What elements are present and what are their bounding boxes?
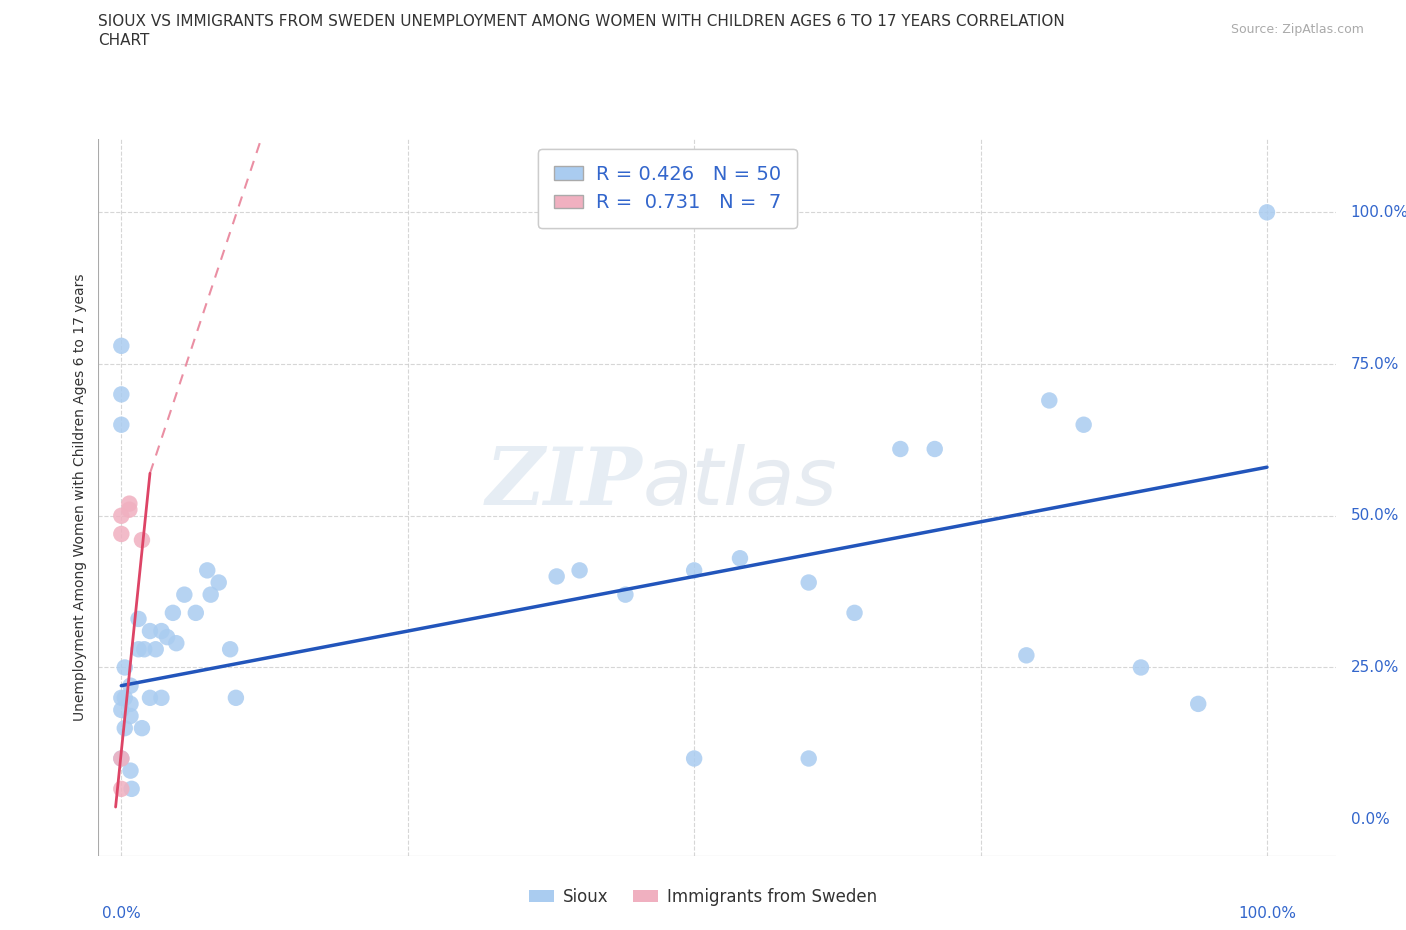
Text: 75.0%: 75.0% <box>1351 356 1399 372</box>
Point <box>1073 418 1095 432</box>
Point <box>546 569 568 584</box>
Text: 0.0%: 0.0% <box>103 906 141 921</box>
Point <box>1187 697 1209 711</box>
Point <box>844 605 866 620</box>
Point <box>110 387 132 402</box>
Point <box>889 442 911 457</box>
Point <box>184 605 207 620</box>
Y-axis label: Unemployment Among Women with Children Ages 6 to 17 years: Unemployment Among Women with Children A… <box>73 273 87 722</box>
Point <box>110 690 132 705</box>
Point <box>1038 393 1060 408</box>
Point <box>568 563 591 578</box>
Point <box>145 642 167 657</box>
Text: CHART: CHART <box>98 33 150 47</box>
Point <box>121 781 143 796</box>
Point <box>156 630 179 644</box>
Text: 50.0%: 50.0% <box>1351 509 1399 524</box>
Point <box>139 624 162 639</box>
Text: 25.0%: 25.0% <box>1351 660 1399 675</box>
Point <box>110 751 132 766</box>
Point <box>1015 648 1038 663</box>
Point <box>797 751 820 766</box>
Point <box>110 751 132 766</box>
Point <box>225 690 247 705</box>
Text: 100.0%: 100.0% <box>1351 205 1406 219</box>
Point <box>110 509 132 524</box>
Point <box>134 642 156 657</box>
Text: ZIP: ZIP <box>486 445 643 522</box>
Point <box>614 587 637 602</box>
Point <box>128 642 150 657</box>
Point <box>139 690 162 705</box>
Point <box>131 721 153 736</box>
Point <box>219 642 242 657</box>
Point <box>110 339 132 353</box>
Point <box>120 709 142 724</box>
Point <box>131 533 153 548</box>
Point <box>924 442 946 457</box>
Point <box>114 690 136 705</box>
Point <box>120 697 142 711</box>
Text: 0.0%: 0.0% <box>1351 812 1389 827</box>
Point <box>1256 205 1278 219</box>
Point <box>114 660 136 675</box>
Point <box>118 497 141 512</box>
Point <box>110 418 132 432</box>
Point <box>797 575 820 590</box>
Point <box>110 702 132 717</box>
Point <box>683 563 706 578</box>
Point <box>120 764 142 778</box>
Point <box>118 502 141 517</box>
Text: SIOUX VS IMMIGRANTS FROM SWEDEN UNEMPLOYMENT AMONG WOMEN WITH CHILDREN AGES 6 TO: SIOUX VS IMMIGRANTS FROM SWEDEN UNEMPLOY… <box>98 14 1066 29</box>
Point <box>150 690 173 705</box>
Point <box>1129 660 1152 675</box>
Point <box>200 587 222 602</box>
Point <box>683 751 706 766</box>
Legend: Sioux, Immigrants from Sweden: Sioux, Immigrants from Sweden <box>523 881 883 912</box>
Text: 100.0%: 100.0% <box>1237 906 1296 921</box>
Point <box>120 678 142 693</box>
Point <box>150 624 173 639</box>
Point <box>110 526 132 541</box>
Point <box>128 612 150 627</box>
Point <box>195 563 218 578</box>
Point <box>173 587 195 602</box>
Point <box>728 551 751 565</box>
Legend: R = 0.426   N = 50, R =  0.731   N =  7: R = 0.426 N = 50, R = 0.731 N = 7 <box>538 149 797 228</box>
Point <box>165 636 187 651</box>
Point <box>208 575 231 590</box>
Point <box>162 605 184 620</box>
Point <box>110 781 132 796</box>
Text: atlas: atlas <box>643 445 838 523</box>
Text: Source: ZipAtlas.com: Source: ZipAtlas.com <box>1230 23 1364 36</box>
Point <box>114 721 136 736</box>
